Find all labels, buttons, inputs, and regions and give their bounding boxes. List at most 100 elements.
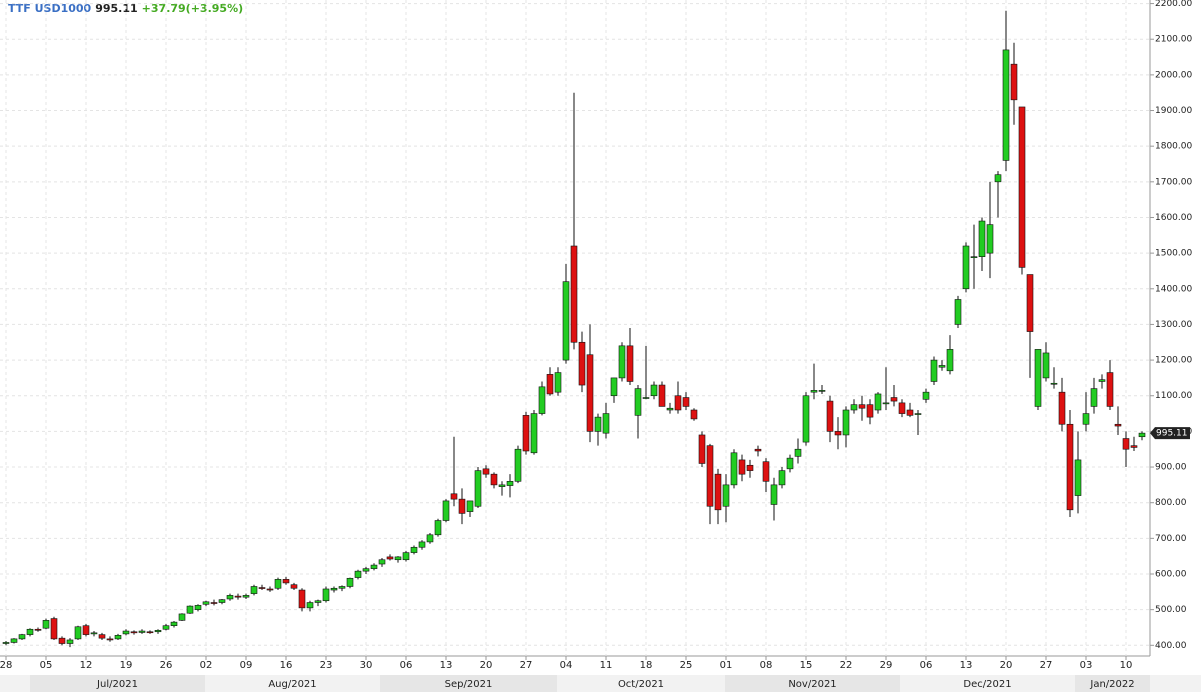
candle-body — [690, 409, 698, 420]
candle-body — [570, 245, 578, 343]
candle-body — [1098, 379, 1106, 382]
x-tick-label: 06 — [400, 660, 413, 671]
candle-body — [50, 618, 58, 640]
month-label: Nov/2021 — [788, 679, 836, 690]
candle-body — [162, 625, 170, 630]
x-tick-label: 02 — [200, 660, 213, 671]
candle-body — [442, 500, 450, 521]
candle-body — [450, 493, 458, 500]
candle-body — [546, 374, 554, 395]
candle-body — [954, 299, 962, 325]
month-shade — [1075, 675, 1150, 692]
candle-body — [674, 395, 682, 411]
candle-body — [706, 445, 714, 507]
x-tick-label: 25 — [680, 660, 693, 671]
y-tick-label: 2200.00 — [1155, 0, 1192, 9]
y-tick-label: 2000.00 — [1155, 70, 1192, 80]
candle-body — [562, 281, 570, 361]
candle-body — [610, 377, 618, 397]
candle-body — [114, 635, 122, 640]
x-tick-label: 11 — [600, 660, 613, 671]
candle-body — [290, 584, 298, 589]
candle-body — [498, 484, 506, 487]
candle-body — [1058, 391, 1066, 425]
candle-body — [586, 354, 594, 432]
candle-body — [554, 372, 562, 393]
candle-body — [962, 245, 970, 290]
candle-body — [1042, 352, 1050, 379]
candle-body — [898, 402, 906, 414]
candle-body — [202, 601, 210, 605]
candle-body — [1090, 388, 1098, 407]
candle-body — [178, 613, 186, 621]
x-tick-label: 22 — [840, 660, 853, 671]
candle-body — [418, 541, 426, 548]
x-tick-label: 20 — [1000, 660, 1013, 671]
candle-body — [746, 464, 754, 471]
month-label: Sep/2021 — [445, 679, 493, 690]
candle-body — [378, 559, 386, 565]
candle-body — [434, 520, 442, 536]
candle-body — [66, 639, 74, 644]
y-tick-label: 800.00 — [1155, 498, 1187, 508]
last-price-tag — [1150, 427, 1190, 440]
x-tick-label: 01 — [720, 660, 733, 671]
month-label: Dec/2021 — [963, 679, 1011, 690]
candle-body — [458, 498, 466, 514]
candle-body — [1066, 423, 1074, 511]
x-tick-label: 03 — [1080, 660, 1093, 671]
candle-body — [946, 349, 954, 372]
candle-body — [1026, 274, 1034, 332]
y-tick-label: 400.00 — [1155, 641, 1187, 651]
y-tick-label: 1500.00 — [1155, 249, 1192, 259]
candle-body — [770, 484, 778, 505]
candle-body — [490, 473, 498, 486]
candle-body — [410, 546, 418, 553]
candle-body — [794, 448, 802, 457]
x-tick-label: 09 — [240, 660, 253, 671]
x-tick-label: 28 — [0, 660, 12, 671]
candle-body — [322, 588, 330, 602]
candle-body — [914, 413, 922, 415]
candle-body — [74, 626, 82, 640]
candle-body — [58, 637, 66, 644]
x-tick-label: 29 — [880, 660, 893, 671]
candle-body — [106, 638, 114, 641]
candle-body — [522, 415, 530, 452]
candle-body — [146, 631, 154, 634]
x-tick-label: 06 — [920, 660, 933, 671]
candle-body — [26, 628, 34, 635]
candle-body — [1050, 382, 1058, 385]
y-tick-label: 1400.00 — [1155, 284, 1192, 294]
candle-body — [250, 586, 258, 594]
candle-body — [1018, 106, 1026, 268]
candle-body — [626, 345, 634, 382]
y-tick-label: 1100.00 — [1155, 391, 1192, 401]
candle-body — [1122, 438, 1130, 450]
candle-body — [538, 386, 546, 414]
y-tick-label: 500.00 — [1155, 605, 1187, 615]
candle-body — [354, 570, 362, 578]
y-tick-label: 600.00 — [1155, 570, 1187, 580]
candle-body — [1034, 349, 1042, 407]
candle-body — [274, 579, 282, 589]
candle-body — [370, 564, 378, 569]
month-shade — [30, 675, 205, 692]
x-tick-label: 20 — [480, 660, 493, 671]
change: +37.79(+3.95%) — [142, 2, 243, 15]
candle-body — [402, 552, 410, 561]
candle-body — [994, 174, 1002, 183]
candle-body — [338, 586, 346, 589]
candle-body — [754, 448, 762, 452]
y-tick-label: 1600.00 — [1155, 213, 1192, 223]
y-tick-label: 900.00 — [1155, 463, 1187, 473]
candle-body — [154, 630, 162, 633]
candle-body — [802, 395, 810, 443]
candle-body — [762, 461, 770, 482]
candle-body — [1002, 49, 1010, 161]
candle-body — [866, 404, 874, 418]
x-tick-label: 26 — [160, 660, 173, 671]
candle-body — [650, 384, 658, 397]
candle-body — [426, 534, 434, 543]
